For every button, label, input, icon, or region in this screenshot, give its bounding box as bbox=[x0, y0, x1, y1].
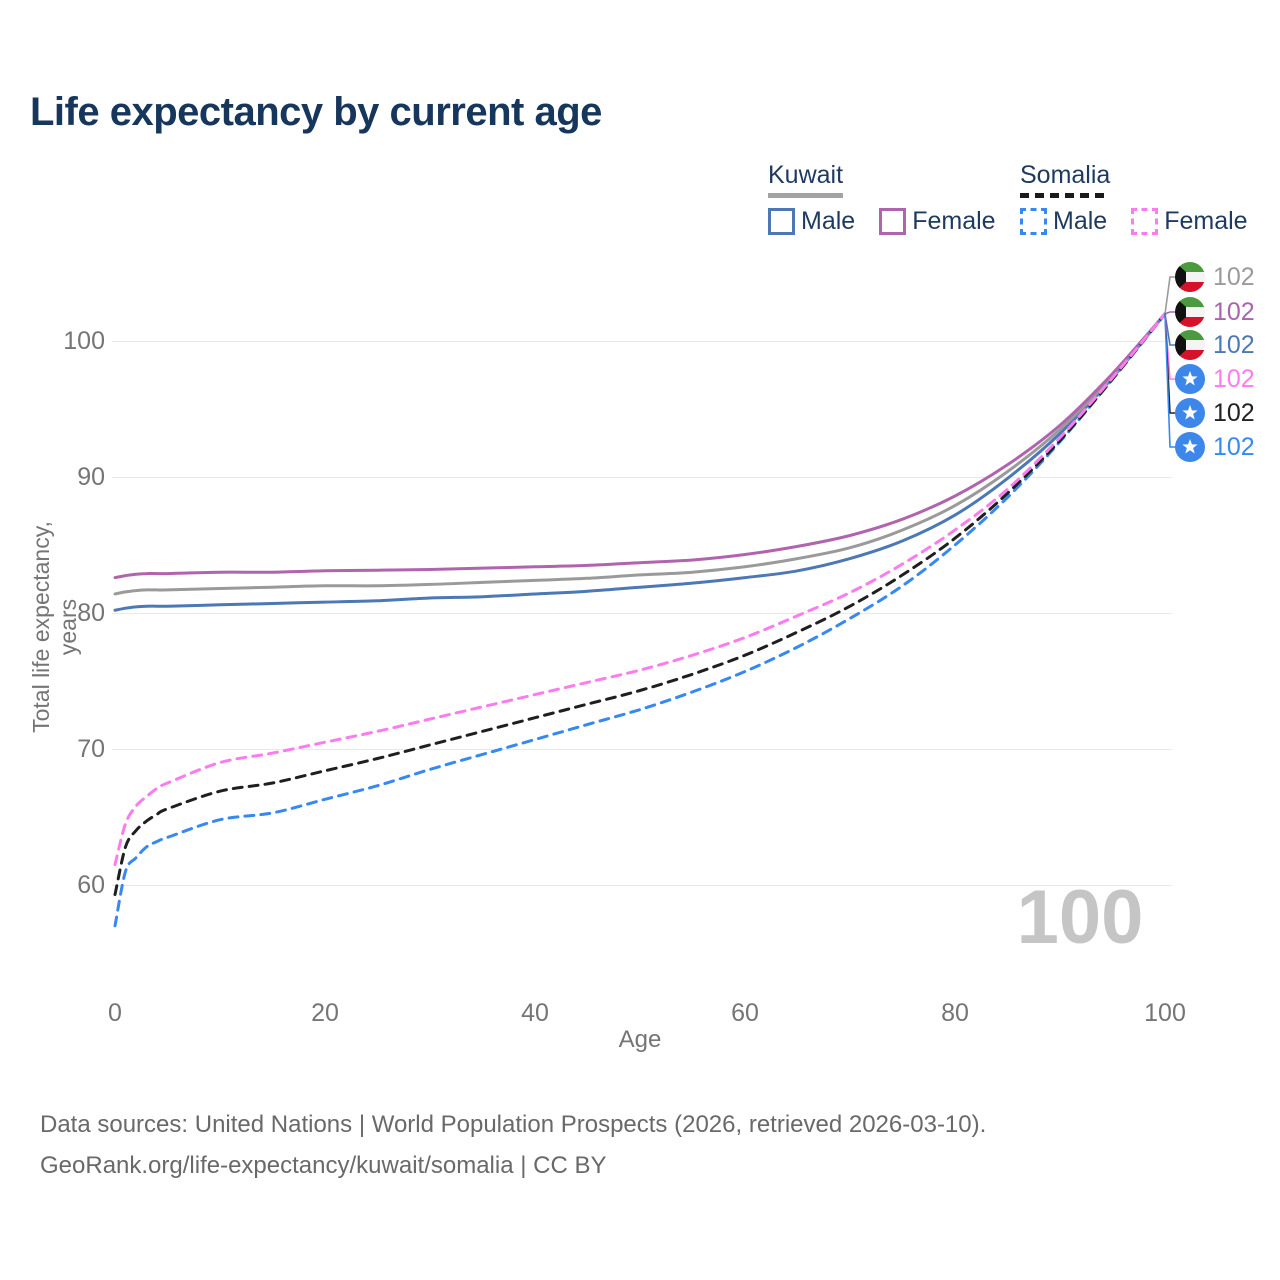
end-label-somalia-both: 102 bbox=[1175, 397, 1255, 429]
leader-line-1 bbox=[1164, 311, 1176, 315]
legend-country-somalia[interactable]: Somalia bbox=[1020, 161, 1111, 198]
age-indicator-watermark: 100 bbox=[1016, 875, 1144, 960]
somalia-dashed-line-sample bbox=[1020, 193, 1111, 198]
kuwait-flag-icon bbox=[1175, 297, 1205, 327]
y-tick-80: 80 bbox=[77, 599, 105, 627]
end-label-kuwait-male: 102 bbox=[1175, 329, 1255, 361]
legend-group-somalia: Somalia Male Female bbox=[1020, 161, 1248, 236]
y-tick-90: 90 bbox=[77, 463, 105, 491]
leader-line-5 bbox=[1164, 313, 1176, 448]
legend-country-kuwait[interactable]: Kuwait bbox=[768, 161, 844, 198]
end-value: 102 bbox=[1213, 263, 1255, 291]
x-tick-40: 40 bbox=[521, 999, 549, 1027]
series-line-kuwait-both bbox=[113, 312, 1167, 596]
kuwait-flag-icon bbox=[1175, 330, 1205, 360]
somalia-flag-icon bbox=[1175, 364, 1205, 394]
y-tick-100: 100 bbox=[63, 327, 105, 355]
x-tick-80: 80 bbox=[941, 999, 969, 1027]
kuwait-female-swatch-icon bbox=[879, 208, 907, 235]
legend-item-label: Male bbox=[801, 207, 856, 235]
x-tick-0: 0 bbox=[108, 999, 122, 1027]
end-value: 102 bbox=[1213, 365, 1255, 393]
page-title: Life expectancy by current age bbox=[30, 90, 602, 134]
end-label-kuwait-female: 102 bbox=[1175, 296, 1255, 328]
series-line-somalia-female bbox=[113, 312, 1167, 867]
somalia-female-swatch-icon bbox=[1131, 208, 1159, 235]
series-line-somalia-both bbox=[113, 312, 1167, 897]
gridline-60 bbox=[112, 885, 1172, 886]
end-label-kuwait-both: 102 bbox=[1175, 261, 1255, 293]
legend-group-kuwait: Kuwait Male Female bbox=[768, 161, 996, 236]
x-tick-60: 60 bbox=[731, 999, 759, 1027]
kuwait-male-swatch-icon bbox=[768, 208, 795, 235]
leader-line-2 bbox=[1164, 313, 1176, 346]
kuwait-flag-icon bbox=[1175, 262, 1205, 292]
x-tick-20: 20 bbox=[311, 999, 339, 1027]
footer-attribution: Data sources: United Nations | World Pop… bbox=[40, 1104, 986, 1186]
gridline-100 bbox=[112, 341, 1172, 342]
legend-item-somalia-male[interactable]: Male bbox=[1020, 207, 1107, 236]
x-axis-title: Age bbox=[618, 1026, 662, 1053]
x-tick-100: 100 bbox=[1144, 999, 1186, 1027]
legend-item-somalia-female[interactable]: Female bbox=[1131, 207, 1248, 236]
legend-item-label: Female bbox=[1164, 207, 1248, 235]
legend-item-kuwait-male[interactable]: Male bbox=[768, 207, 855, 236]
legend-item-kuwait-female[interactable]: Female bbox=[879, 207, 996, 236]
legend-country-somalia-label: Somalia bbox=[1020, 161, 1111, 189]
series-line-somalia-male bbox=[113, 312, 1167, 928]
legend-country-kuwait-label: Kuwait bbox=[768, 161, 844, 189]
legend-item-label: Male bbox=[1053, 207, 1108, 235]
end-value: 102 bbox=[1213, 331, 1255, 359]
somalia-flag-icon bbox=[1175, 432, 1205, 462]
y-tick-60: 60 bbox=[77, 871, 105, 899]
end-label-somalia-female: 102 bbox=[1175, 363, 1255, 395]
end-value: 102 bbox=[1213, 433, 1255, 461]
series-line-kuwait-male bbox=[113, 312, 1167, 612]
gridline-70 bbox=[112, 749, 1172, 750]
gridline-80 bbox=[112, 613, 1172, 614]
y-tick-70: 70 bbox=[77, 735, 105, 763]
leader-line-0 bbox=[1164, 276, 1176, 314]
somalia-flag-icon bbox=[1175, 398, 1205, 428]
end-value: 102 bbox=[1213, 298, 1255, 326]
end-label-somalia-male: 102 bbox=[1175, 431, 1255, 463]
kuwait-solid-line-sample bbox=[768, 193, 844, 198]
legend-item-label: Female bbox=[912, 207, 996, 235]
series-line-kuwait-female bbox=[113, 312, 1167, 580]
end-value: 102 bbox=[1213, 399, 1255, 427]
gridline-90 bbox=[112, 477, 1172, 478]
somalia-male-swatch-icon bbox=[1020, 208, 1047, 235]
source-url-line: GeoRank.org/life-expectancy/kuwait/somal… bbox=[40, 1152, 607, 1179]
data-sources-line: Data sources: United Nations | World Pop… bbox=[40, 1111, 987, 1138]
